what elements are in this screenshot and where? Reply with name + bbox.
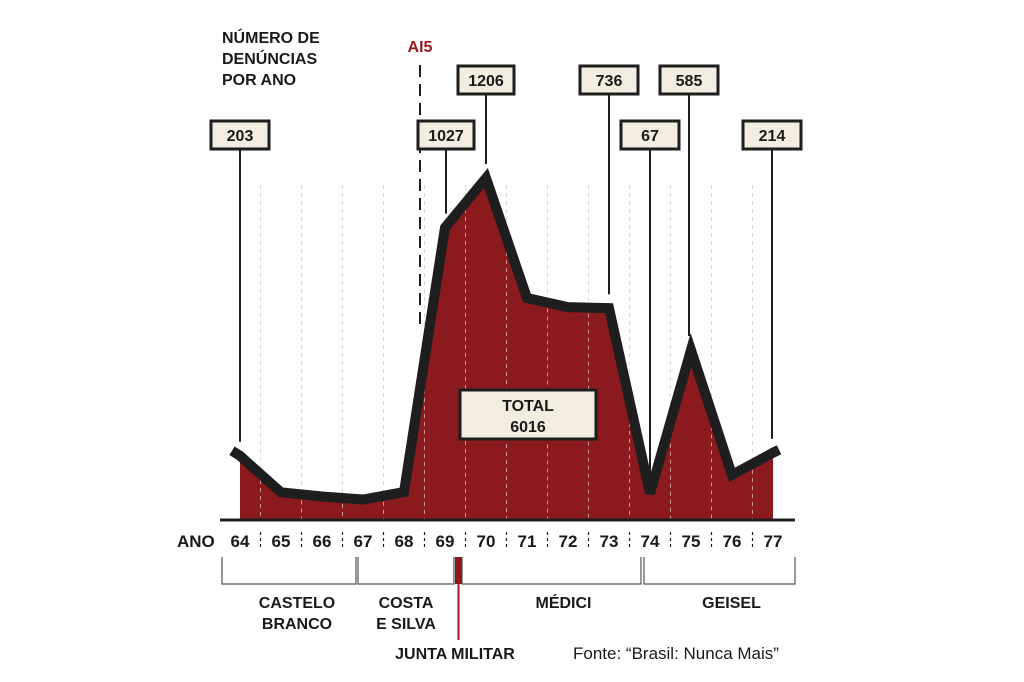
data-point-75 xyxy=(690,349,692,352)
x-tick-labels: 64 65 66 67 68 69 70 71 72 73 74 75 76 77 xyxy=(231,532,783,551)
x-tick-72: 72 xyxy=(559,532,578,551)
data-point-71 xyxy=(526,296,528,299)
callout-box-74 xyxy=(619,119,681,151)
callout-box-77 xyxy=(741,119,803,151)
x-tick-65: 65 xyxy=(272,532,291,551)
data-point-64 xyxy=(239,454,241,457)
x-tick-66: 66 xyxy=(313,532,332,551)
data-point-73 xyxy=(608,307,610,310)
callout-value-70: 1206 xyxy=(468,73,504,90)
callout-box-70 xyxy=(456,64,516,96)
data-point-74 xyxy=(649,492,651,495)
junta-label: JUNTA MILITAR xyxy=(395,646,515,663)
x-tick-77: 77 xyxy=(764,532,783,551)
total-label: TOTAL xyxy=(502,398,554,415)
callout-value-69: 1027 xyxy=(428,128,464,145)
period-label-3-0: GEISEL xyxy=(702,595,761,612)
callout-value-74: 67 xyxy=(641,128,659,145)
chart-title-line-1: NÚMERO DE xyxy=(222,28,320,47)
data-point-65 xyxy=(280,491,282,494)
callout-box-75 xyxy=(658,64,720,96)
total-box xyxy=(458,388,598,441)
data-point-67 xyxy=(362,498,364,501)
data-point-66 xyxy=(321,495,323,498)
period-label-0-0: CASTELO xyxy=(259,595,335,612)
callout-value-64: 203 xyxy=(227,128,254,145)
data-point-72 xyxy=(567,306,569,309)
x-tick-69: 69 xyxy=(436,532,455,551)
x-tick-71: 71 xyxy=(518,532,537,551)
x-tick-73: 73 xyxy=(600,532,619,551)
period-label-1-1: E SILVA xyxy=(376,616,436,633)
x-axis-label: ANO xyxy=(177,532,215,551)
chart-title-line-3: POR ANO xyxy=(222,72,296,89)
callout-box-73 xyxy=(578,64,640,96)
callout-box-64 xyxy=(209,119,271,151)
x-tick-64: 64 xyxy=(231,532,250,551)
callout-box-69 xyxy=(416,119,476,151)
series-line xyxy=(229,167,782,505)
period-label-1-0: COSTA xyxy=(379,595,434,612)
period-bracket-2 xyxy=(461,557,642,585)
callout-value-73: 736 xyxy=(596,73,623,90)
data-point-77 xyxy=(772,451,774,454)
data-point-68 xyxy=(403,491,405,494)
period-bracket-0 xyxy=(221,557,357,585)
ai5-label: AI5 xyxy=(408,39,433,56)
x-tick-74: 74 xyxy=(641,532,660,551)
data-point-76 xyxy=(731,473,733,476)
callout-value-75: 585 xyxy=(676,73,703,90)
x-tick-70: 70 xyxy=(477,532,496,551)
period-brackets: CASTELO BRANCO COSTA E SILVA MÉDICI GEISEL xyxy=(221,557,796,633)
total-value: 6016 xyxy=(510,419,546,436)
x-tick-76: 76 xyxy=(723,532,742,551)
period-bracket-1 xyxy=(357,557,455,585)
data-point-70 xyxy=(485,177,487,180)
source-note: Fonte: “Brasil: Nunca Mais” xyxy=(573,644,779,663)
junta-marker xyxy=(455,557,462,584)
x-tick-75: 75 xyxy=(682,532,701,551)
x-tick-68: 68 xyxy=(395,532,414,551)
value-callouts: 203 1027 1206 736 67 585 214 xyxy=(209,64,803,480)
callout-value-77: 214 xyxy=(759,128,786,145)
period-label-2-0: MÉDICI xyxy=(536,593,592,612)
period-bracket-3 xyxy=(643,557,796,585)
period-label-0-1: BRANCO xyxy=(262,616,332,633)
data-point-69 xyxy=(444,226,446,229)
x-tick-67: 67 xyxy=(354,532,373,551)
chart-title-line-2: DENÚNCIAS xyxy=(222,49,317,68)
